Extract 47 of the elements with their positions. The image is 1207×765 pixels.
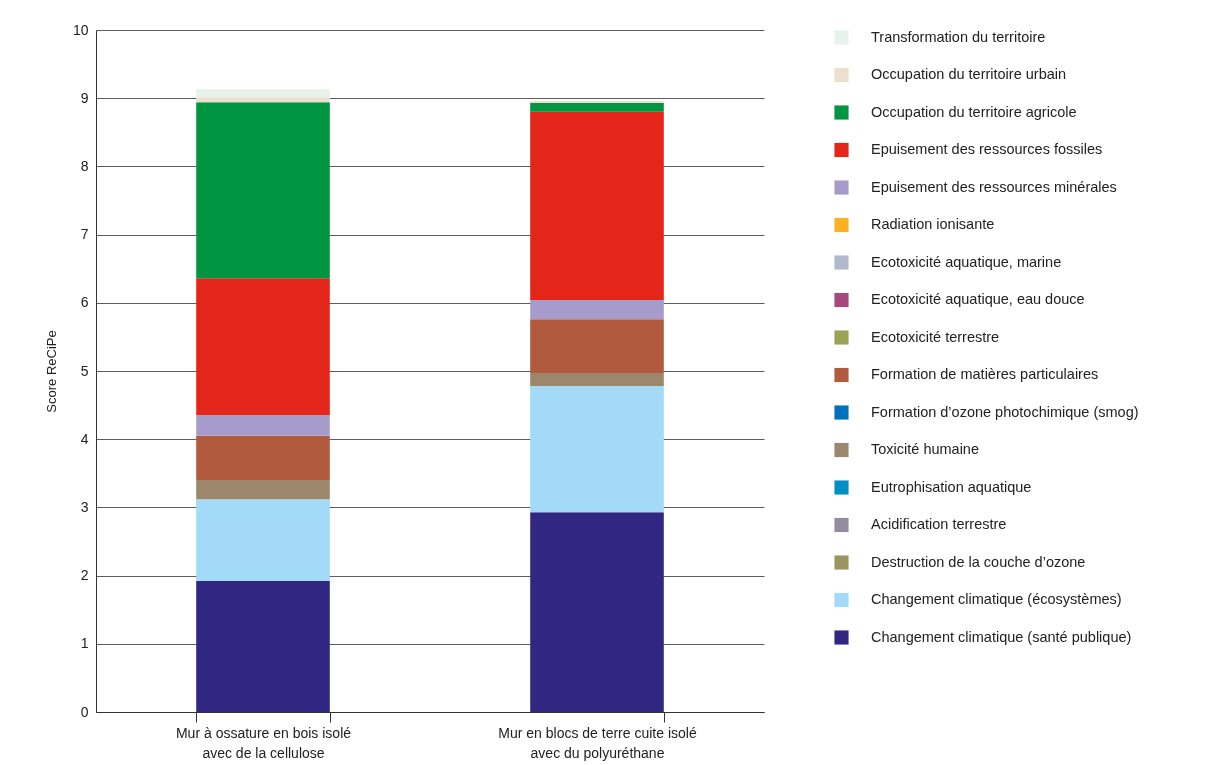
bar — [196, 278, 330, 416]
legend-label: Ecotoxicité aquatique, eau douce — [871, 291, 1085, 307]
legend-label: Destruction de la couche d’ozone — [871, 553, 1086, 570]
bar — [196, 415, 330, 436]
y-tick-label: 6 — [80, 294, 89, 311]
legend-label: Changement climatique (écosystèmes) — [871, 591, 1122, 607]
legend-label: Radiation ionisante — [871, 216, 995, 232]
bar — [530, 512, 664, 712]
bar — [196, 499, 330, 582]
bar — [530, 386, 664, 513]
legend-label: Toxicité humaine — [871, 441, 979, 457]
legend-label: Ecotoxicité aquatique, marine — [871, 253, 1062, 270]
bar — [530, 319, 664, 374]
legend-label: Occupation du territoire agricole — [871, 103, 1077, 120]
legend-label: Eutrophisation aquatique — [871, 478, 1032, 495]
legend-label: Transformation du territoire — [871, 28, 1046, 45]
bar — [196, 435, 330, 481]
x-tick-label: Mur à ossature en bois isolé avec de la cellulose — [175, 724, 352, 761]
y-tick-label: 4 — [80, 430, 89, 447]
legend-label: Formation de matières particulaires — [871, 366, 1099, 382]
y-tick-label: 2 — [80, 567, 89, 584]
legend-label: Acidification terrestre — [871, 516, 1007, 532]
legend-label: Epuisement des ressources minérales — [871, 178, 1117, 195]
bar — [530, 111, 664, 301]
y-tick-label: 3 — [80, 498, 89, 515]
bar — [196, 102, 330, 279]
y-axis-title: Score ReCiPe — [43, 330, 59, 413]
bar — [196, 581, 330, 712]
legend-label: Changement climatique (santé publique) — [871, 628, 1132, 645]
bar — [530, 102, 664, 112]
y-tick-label: 0 — [80, 703, 89, 720]
y-tick-label: 8 — [80, 157, 89, 174]
x-tick-label: Mur en blocs de terre cuite isolé avec du polyuréthane — [498, 724, 697, 761]
y-tick-label: 5 — [80, 362, 89, 379]
bar — [196, 480, 330, 500]
y-tick-label: 1 — [80, 635, 89, 652]
bar — [530, 373, 664, 386]
bar — [530, 300, 664, 320]
legend-label: Occupation du territoire urbain — [871, 66, 1067, 82]
legend-label: Ecotoxicité terrestre — [871, 328, 1000, 345]
bar — [530, 100, 664, 103]
legend-label: Formation d’ozone photochimique (smog) — [871, 403, 1139, 420]
y-tick-label: 7 — [80, 226, 89, 243]
y-tick-label: 9 — [80, 89, 89, 106]
y-tick-label: 10 — [72, 21, 89, 38]
legend-label: Epuisement des ressources fossiles — [871, 141, 1103, 157]
bar — [196, 89, 330, 98]
